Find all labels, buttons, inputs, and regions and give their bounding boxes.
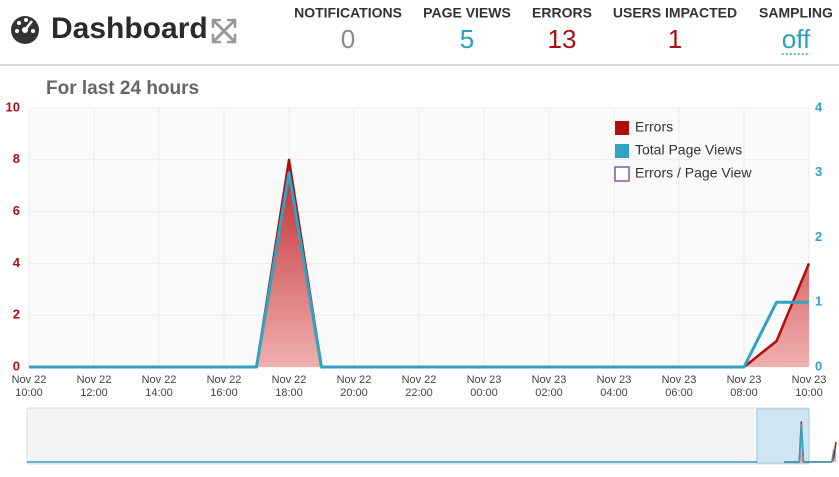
y-tick-label: 2 xyxy=(13,307,20,322)
x-tick-label: 22:00 xyxy=(405,387,433,399)
x-tick-label: Nov 22 xyxy=(142,374,177,386)
stat-label: NOTIFICATIONS xyxy=(294,5,402,21)
x-tick-label: 00:00 xyxy=(470,387,498,399)
stat-value: 0 xyxy=(341,24,355,54)
x-tick-label: Nov 22 xyxy=(337,374,372,386)
x-tick-label: Nov 23 xyxy=(597,374,632,386)
y-tick-label: 6 xyxy=(13,203,20,218)
x-tick-label: Nov 23 xyxy=(467,374,502,386)
y2-tick-label: 3 xyxy=(815,164,822,179)
x-tick-label: 02:00 xyxy=(535,387,563,399)
y2-tick-label: 0 xyxy=(815,358,822,373)
y-tick-label: 8 xyxy=(13,151,20,166)
y2-tick-label: 2 xyxy=(815,229,822,244)
x-tick-label: 18:00 xyxy=(275,387,303,399)
expand-icon[interactable] xyxy=(211,18,237,44)
x-tick-label: Nov 22 xyxy=(12,374,47,386)
stat-value: 13 xyxy=(548,24,577,54)
stat-value: 5 xyxy=(460,24,474,54)
legend-swatch xyxy=(615,121,629,135)
y2-tick-label: 1 xyxy=(815,294,822,309)
series-line xyxy=(29,171,809,369)
navigator xyxy=(26,407,810,465)
x-tick-label: Nov 22 xyxy=(77,374,112,386)
y-tick-label: 0 xyxy=(13,358,20,373)
x-tick-label: 16:00 xyxy=(210,387,238,399)
x-tick-label: 10:00 xyxy=(795,387,823,399)
y-tick-label: 10 xyxy=(6,99,20,114)
stat-label: USERS IMPACTED xyxy=(613,5,737,21)
x-tick-label: Nov 23 xyxy=(532,374,567,386)
navigator-line xyxy=(784,423,836,463)
page-title: Dashboard xyxy=(51,12,208,45)
stat-value: off xyxy=(782,24,811,54)
x-tick-label: Nov 23 xyxy=(727,374,762,386)
x-tick-label: Nov 22 xyxy=(272,374,307,386)
chart-subtitle: For last 24 hours xyxy=(46,78,199,99)
x-tick-label: Nov 22 xyxy=(402,374,437,386)
x-tick-label: 12:00 xyxy=(80,387,108,399)
x-tick-label: 14:00 xyxy=(145,387,173,399)
x-tick-label: 04:00 xyxy=(600,387,628,399)
x-tick-label: 06:00 xyxy=(665,387,693,399)
legend-label: Errors xyxy=(635,119,673,135)
x-tick-label: Nov 22 xyxy=(207,374,242,386)
legend-swatch xyxy=(614,166,630,182)
stat-label: ERRORS xyxy=(532,5,592,21)
x-tick-label: 10:00 xyxy=(15,387,43,399)
stat-label: PAGE VIEWS xyxy=(423,5,511,21)
legend-label: Errors / Page View xyxy=(635,165,752,181)
gauge-icon xyxy=(11,16,39,44)
legend-swatch xyxy=(615,144,629,158)
x-tick-label: 08:00 xyxy=(730,387,758,399)
x-tick-label: Nov 23 xyxy=(792,374,827,386)
stat-label: SAMPLING xyxy=(759,5,833,21)
stat-value: 1 xyxy=(668,24,682,54)
y2-tick-label: 4 xyxy=(815,99,823,114)
y-tick-label: 4 xyxy=(13,255,21,270)
legend-label: Total Page Views xyxy=(635,142,742,158)
x-tick-label: Nov 23 xyxy=(662,374,697,386)
x-tick-label: 20:00 xyxy=(340,387,368,399)
